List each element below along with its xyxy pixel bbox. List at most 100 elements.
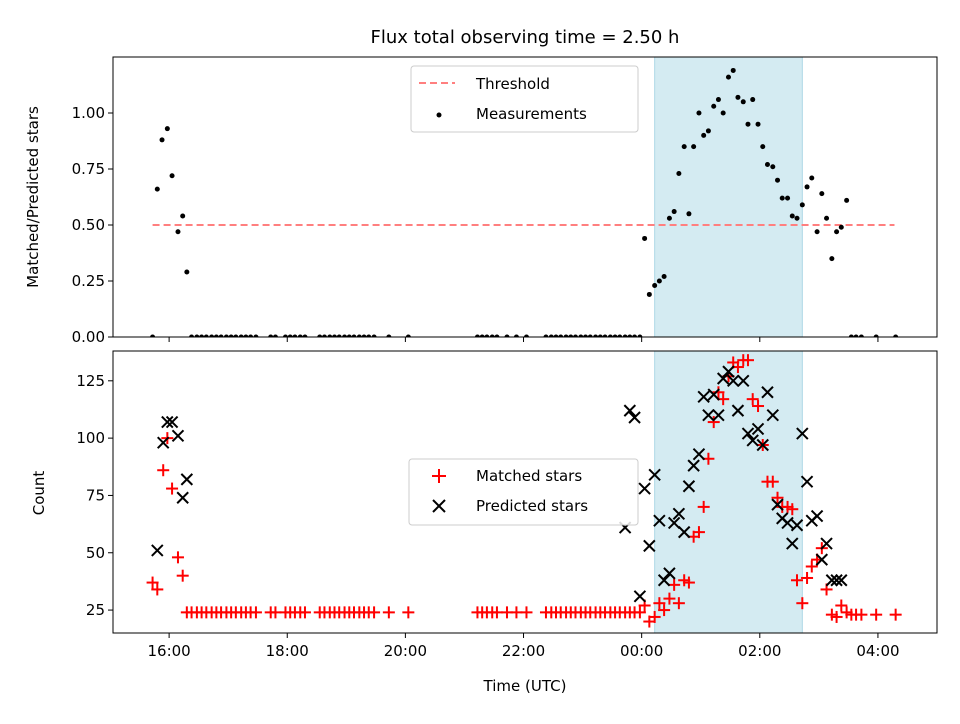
x-tick-label: 02:00 bbox=[738, 642, 781, 660]
legend-matched-swatch bbox=[432, 469, 446, 483]
measurement-point bbox=[154, 186, 160, 192]
predicted-star-point bbox=[638, 482, 651, 495]
matched-star-point bbox=[151, 583, 164, 596]
predicted-star-point bbox=[165, 415, 179, 429]
matched-star-point bbox=[692, 526, 705, 539]
predicted-star-point bbox=[623, 404, 637, 417]
count-legend: Matched stars Predicted stars bbox=[408, 458, 639, 526]
matched-star-point bbox=[835, 599, 848, 612]
predicted-star-point bbox=[781, 516, 794, 530]
measurement-point bbox=[568, 334, 574, 337]
predicted-star-point bbox=[157, 436, 170, 449]
measurement-point bbox=[248, 334, 254, 337]
measurement-point bbox=[228, 334, 234, 337]
measurement-point bbox=[642, 235, 648, 241]
measurement-point bbox=[794, 215, 800, 221]
predicted-star-point bbox=[176, 491, 189, 504]
matched-star-point bbox=[490, 606, 503, 619]
matched-star-point bbox=[653, 597, 666, 610]
measurement-point bbox=[209, 334, 215, 337]
legend-predicted-label: Predicted stars bbox=[476, 497, 588, 515]
matched-star-point bbox=[697, 500, 710, 513]
ratio-y-tick-label: 0.00 bbox=[72, 328, 105, 346]
legend-measurements-swatch bbox=[436, 112, 442, 118]
matched-star-point bbox=[633, 606, 646, 619]
matched-star-point bbox=[801, 571, 814, 584]
predicted-star-point bbox=[751, 422, 765, 436]
ratio-x-ticks bbox=[168, 337, 879, 342]
measurement-point bbox=[661, 274, 667, 280]
predicted-star-point bbox=[667, 516, 681, 530]
predicted-star-point bbox=[835, 574, 848, 587]
measurement-point bbox=[858, 334, 864, 337]
matched-star-point bbox=[889, 608, 902, 621]
predicted-star-point bbox=[643, 539, 656, 553]
measurement-point bbox=[701, 132, 707, 138]
measurement-point bbox=[775, 177, 781, 183]
predicted-star-point bbox=[716, 372, 730, 385]
count-y-tick-label: 75 bbox=[86, 486, 105, 504]
measurement-point bbox=[622, 334, 628, 337]
measurement-point bbox=[824, 215, 830, 221]
measurement-point bbox=[558, 334, 564, 337]
predicted-star-point bbox=[727, 374, 740, 388]
measurement-point bbox=[686, 211, 692, 217]
predicted-star-point bbox=[731, 404, 745, 417]
measurement-point bbox=[238, 334, 244, 337]
ratio-marks bbox=[150, 67, 899, 337]
predicted-star-point bbox=[697, 390, 710, 404]
measurement-point bbox=[243, 334, 249, 337]
measurement-point bbox=[583, 334, 589, 337]
measurement-point bbox=[764, 162, 770, 168]
matched-star-point bbox=[166, 482, 179, 495]
measurement-point bbox=[203, 334, 209, 337]
predicted-star-point bbox=[741, 427, 755, 440]
predicted-star-point bbox=[786, 537, 799, 550]
matched-star-point bbox=[157, 464, 170, 477]
measurement-point bbox=[705, 128, 711, 134]
predicted-star-point bbox=[151, 544, 164, 557]
matched-star-point bbox=[648, 610, 661, 623]
measurement-point bbox=[819, 191, 825, 197]
measurement-point bbox=[332, 334, 338, 337]
measurement-point bbox=[750, 97, 756, 103]
legend-matched-label: Matched stars bbox=[476, 467, 582, 485]
measurement-point bbox=[184, 269, 190, 275]
measurement-point bbox=[799, 202, 805, 208]
measurement-point bbox=[479, 334, 485, 337]
predicted-star-point bbox=[180, 473, 194, 486]
ratio-panel: 0.00 0.25 0.50 0.75 1.00 Flux total observin… bbox=[24, 27, 938, 346]
x-tick-label: 22:00 bbox=[502, 642, 545, 660]
measurement-point bbox=[223, 334, 229, 337]
x-tick-label: 04:00 bbox=[856, 642, 899, 660]
measurement-point bbox=[848, 334, 854, 337]
measurement-point bbox=[386, 334, 392, 337]
predicted-star-point bbox=[707, 388, 720, 401]
measurement-point bbox=[484, 334, 490, 337]
measurement-point bbox=[779, 195, 785, 201]
legend-predicted-swatch bbox=[432, 499, 446, 513]
measurement-point bbox=[253, 334, 259, 337]
measurement-point bbox=[607, 334, 613, 337]
measurement-point bbox=[676, 170, 682, 176]
measurement-point bbox=[597, 334, 603, 337]
measurement-point bbox=[637, 334, 643, 337]
measurement-point bbox=[573, 334, 579, 337]
measurement-point bbox=[814, 229, 820, 235]
measurement-point bbox=[652, 282, 658, 288]
measurement-point bbox=[356, 334, 362, 337]
measurement-point bbox=[632, 334, 638, 337]
measurement-point bbox=[272, 334, 278, 337]
matched-star-point bbox=[746, 393, 759, 406]
x-tick-label: 18:00 bbox=[266, 642, 309, 660]
measurement-point bbox=[671, 209, 677, 215]
matched-star-point bbox=[520, 606, 533, 619]
matched-star-point bbox=[830, 610, 843, 623]
count-y-tick-label: 100 bbox=[76, 429, 105, 447]
measurement-point bbox=[513, 334, 519, 337]
measurement-point bbox=[829, 256, 835, 262]
matched-star-point bbox=[269, 606, 282, 619]
measurement-point bbox=[553, 334, 559, 337]
measurement-point bbox=[164, 126, 170, 132]
predicted-star-point bbox=[790, 519, 804, 532]
